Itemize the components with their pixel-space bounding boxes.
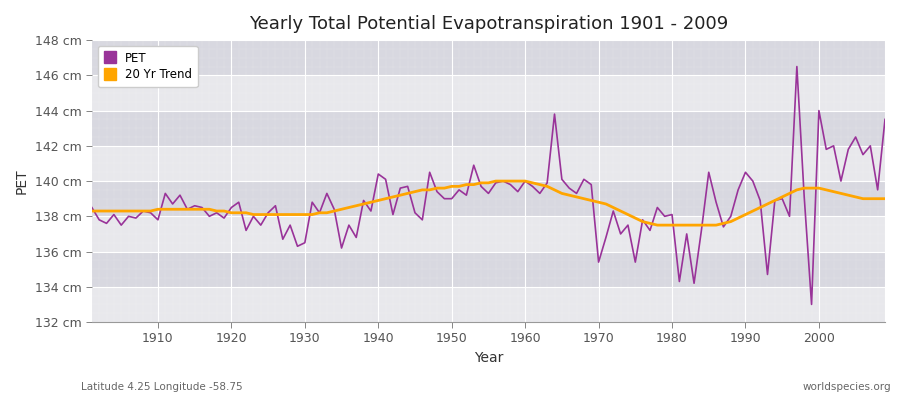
Legend: PET, 20 Yr Trend: PET, 20 Yr Trend xyxy=(98,46,198,87)
Title: Yearly Total Potential Evapotranspiration 1901 - 2009: Yearly Total Potential Evapotranspiratio… xyxy=(248,15,728,33)
Bar xyxy=(92,40,885,75)
Bar xyxy=(92,146,885,181)
Bar xyxy=(92,216,885,252)
Bar xyxy=(92,75,885,110)
Bar xyxy=(92,181,885,216)
Text: worldspecies.org: worldspecies.org xyxy=(803,382,891,392)
Bar xyxy=(92,252,885,287)
X-axis label: Year: Year xyxy=(473,351,503,365)
Bar xyxy=(92,110,885,146)
Text: Latitude 4.25 Longitude -58.75: Latitude 4.25 Longitude -58.75 xyxy=(81,382,243,392)
Y-axis label: PET: PET xyxy=(15,168,29,194)
Bar xyxy=(92,287,885,322)
